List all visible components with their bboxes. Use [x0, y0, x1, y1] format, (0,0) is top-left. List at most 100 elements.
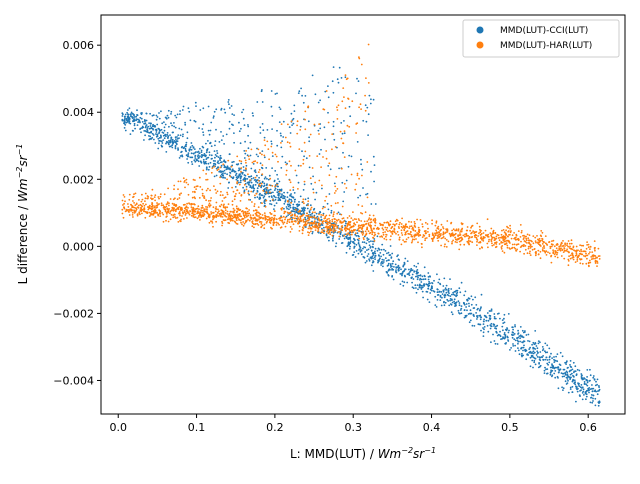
data-point-cci — [596, 378, 599, 381]
data-point-har — [404, 223, 407, 226]
data-point-har — [160, 204, 163, 207]
data-point-har — [131, 209, 133, 211]
data-point-cci — [372, 155, 375, 158]
data-point-har — [343, 220, 345, 223]
data-point-har — [380, 235, 383, 238]
data-point-har — [476, 240, 478, 243]
data-point-har — [445, 246, 448, 248]
data-point-cci — [302, 101, 305, 104]
data-point-cci — [259, 162, 262, 165]
data-point-cci — [460, 312, 463, 315]
data-point-cci — [194, 151, 197, 154]
data-point-har — [207, 215, 210, 218]
x-tick-label: 0.5 — [501, 421, 519, 434]
data-point-har — [410, 241, 413, 244]
data-point-cci — [151, 114, 154, 117]
data-point-cci — [589, 374, 592, 377]
data-point-har — [307, 204, 309, 207]
data-point-cci — [181, 154, 184, 157]
data-point-har — [313, 215, 316, 218]
data-point-har — [248, 158, 251, 161]
data-point-cci — [391, 252, 394, 255]
data-point-har — [169, 218, 172, 221]
data-point-cci — [464, 290, 467, 293]
data-point-har — [205, 211, 208, 214]
data-point-har — [312, 191, 315, 194]
data-point-cci — [413, 271, 415, 273]
data-point-har — [328, 162, 331, 165]
data-point-har — [197, 210, 199, 213]
data-point-cci — [486, 324, 489, 327]
data-point-cci — [564, 380, 567, 383]
data-point-cci — [267, 191, 269, 194]
data-point-har — [318, 123, 320, 125]
data-point-har — [363, 238, 365, 241]
data-point-cci — [204, 160, 207, 163]
data-point-har — [579, 250, 581, 253]
data-point-cci — [243, 157, 246, 159]
data-point-cci — [534, 348, 537, 350]
data-point-har — [258, 168, 261, 171]
data-point-cci — [380, 248, 383, 251]
data-point-cci — [283, 202, 286, 205]
data-point-cci — [409, 270, 411, 273]
data-point-har — [470, 225, 473, 228]
data-point-cci — [353, 238, 356, 241]
data-point-har — [410, 235, 413, 238]
data-point-cci — [223, 159, 226, 162]
data-point-har — [283, 212, 286, 215]
data-point-cci — [558, 369, 561, 371]
data-point-cci — [423, 266, 426, 269]
data-point-cci — [334, 245, 337, 248]
data-point-cci — [165, 142, 167, 145]
data-point-har — [581, 250, 583, 253]
data-point-har — [215, 220, 218, 223]
data-point-cci — [250, 175, 253, 178]
data-point-cci — [338, 66, 341, 69]
data-point-cci — [372, 270, 375, 272]
data-point-cci — [157, 147, 160, 150]
data-point-har — [212, 218, 214, 221]
data-point-har — [163, 208, 166, 211]
data-point-cci — [389, 245, 392, 247]
data-point-har — [587, 261, 590, 264]
data-point-cci — [485, 319, 488, 322]
data-point-cci — [522, 346, 525, 349]
data-point-har — [289, 231, 292, 233]
data-point-har — [506, 244, 509, 247]
data-point-har — [490, 227, 493, 230]
data-point-har — [379, 224, 382, 227]
data-point-har — [549, 247, 552, 250]
data-point-har — [585, 247, 588, 250]
data-point-har — [537, 243, 540, 246]
data-point-cci — [270, 203, 273, 206]
data-point-cci — [535, 345, 538, 347]
data-point-har — [169, 198, 172, 200]
data-point-har — [363, 223, 365, 226]
data-point-har — [479, 247, 481, 250]
data-point-har — [144, 216, 147, 219]
data-point-har — [350, 217, 353, 220]
data-point-har — [358, 219, 361, 222]
data-point-har — [589, 245, 592, 248]
data-point-har — [407, 236, 410, 239]
legend-marker-cci — [476, 26, 484, 34]
data-point-har — [591, 251, 594, 254]
data-point-cci — [507, 331, 510, 334]
data-point-cci — [304, 226, 307, 228]
data-point-har — [431, 233, 434, 236]
data-point-har — [299, 210, 301, 213]
data-point-har — [311, 223, 314, 225]
data-point-cci — [473, 325, 476, 327]
data-point-har — [187, 193, 190, 196]
data-point-har — [592, 254, 595, 257]
data-point-har — [263, 154, 266, 157]
data-point-cci — [356, 229, 358, 232]
data-point-har — [243, 214, 245, 217]
data-point-har — [459, 230, 462, 233]
data-point-cci — [280, 215, 282, 218]
data-point-har — [416, 232, 418, 234]
data-point-har — [306, 222, 309, 225]
data-point-cci — [426, 298, 429, 301]
data-point-har — [468, 241, 470, 243]
